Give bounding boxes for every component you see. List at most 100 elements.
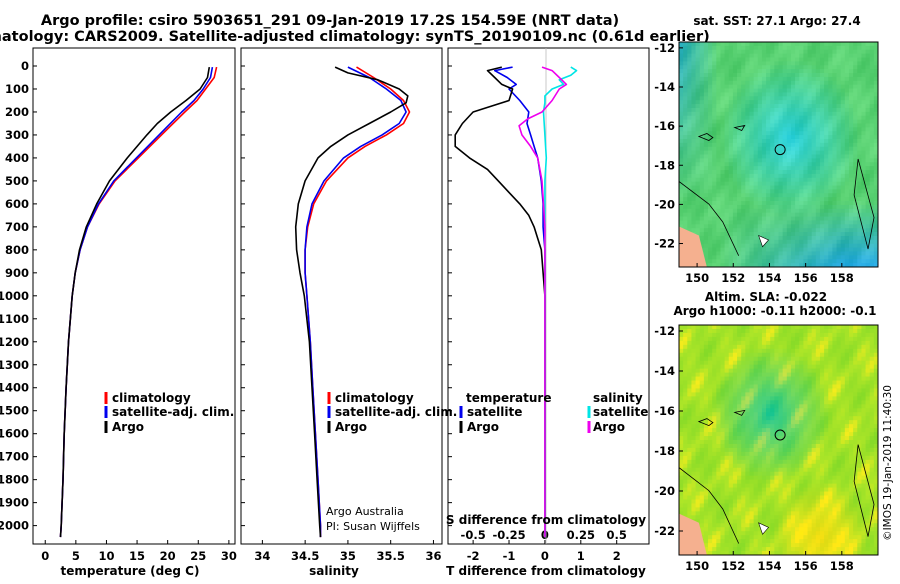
map-cell bbox=[845, 162, 850, 166]
map-cell bbox=[828, 120, 833, 124]
map-cell bbox=[853, 155, 858, 159]
map-cell bbox=[729, 357, 734, 361]
map-cell bbox=[812, 201, 817, 205]
map-cell bbox=[787, 365, 792, 369]
map-cell bbox=[720, 400, 725, 404]
map-cell bbox=[696, 158, 701, 162]
map-cell bbox=[783, 259, 788, 263]
map-cell bbox=[779, 201, 784, 205]
map-cell bbox=[866, 400, 871, 404]
map-cell bbox=[779, 456, 784, 460]
map-cell bbox=[866, 464, 871, 468]
map-cell bbox=[737, 373, 742, 377]
map-cell bbox=[857, 143, 862, 147]
map-cell bbox=[783, 365, 788, 369]
map-cell bbox=[691, 365, 696, 369]
map-cell bbox=[779, 251, 784, 255]
map-cell bbox=[787, 127, 792, 131]
map-cell bbox=[849, 392, 854, 396]
map-cell bbox=[791, 77, 796, 81]
map-cell bbox=[795, 65, 800, 69]
map-cell bbox=[691, 139, 696, 143]
map-cell bbox=[832, 396, 837, 400]
map-cell bbox=[841, 139, 846, 143]
map-cell bbox=[704, 251, 709, 255]
map-cell bbox=[729, 381, 734, 385]
map-cell bbox=[762, 186, 767, 190]
map-cell bbox=[808, 408, 813, 412]
map-cell bbox=[766, 143, 771, 147]
map-cell bbox=[845, 127, 850, 131]
map-cell bbox=[679, 58, 684, 62]
map-cell bbox=[787, 100, 792, 104]
map-cell bbox=[725, 448, 730, 452]
map-cell bbox=[758, 158, 763, 162]
map-cell bbox=[845, 213, 850, 217]
map-cell bbox=[783, 69, 788, 73]
map-cell bbox=[687, 325, 692, 329]
map-cell bbox=[762, 345, 767, 349]
map-cell bbox=[704, 337, 709, 341]
map-cell bbox=[820, 400, 825, 404]
map-cell bbox=[708, 472, 713, 476]
map-cell bbox=[774, 182, 779, 186]
map-cell bbox=[795, 147, 800, 151]
map-cell bbox=[779, 92, 784, 96]
map-cell bbox=[779, 174, 784, 178]
map-cell bbox=[745, 189, 750, 193]
map-cell bbox=[696, 432, 701, 436]
map-cell bbox=[770, 408, 775, 412]
map-cell bbox=[754, 384, 759, 388]
map-cell bbox=[853, 460, 858, 464]
map-cell bbox=[691, 404, 696, 408]
map-cell bbox=[866, 135, 871, 139]
map-cell bbox=[741, 420, 746, 424]
map-cell bbox=[870, 108, 875, 112]
map-cell bbox=[841, 228, 846, 232]
map-cell bbox=[837, 89, 842, 93]
map-cell bbox=[820, 329, 825, 333]
map-cell bbox=[795, 54, 800, 58]
map-cell bbox=[832, 193, 837, 197]
map-cell bbox=[812, 58, 817, 62]
map-cell bbox=[799, 416, 804, 420]
map-cell bbox=[691, 444, 696, 448]
map-cell bbox=[787, 381, 792, 385]
map-cell bbox=[737, 162, 742, 166]
map-cell bbox=[720, 77, 725, 81]
map-cell bbox=[857, 373, 862, 377]
map-cell bbox=[808, 377, 813, 381]
map-cell bbox=[712, 460, 717, 464]
map-cell bbox=[716, 170, 721, 174]
map-cell bbox=[762, 444, 767, 448]
map-cell bbox=[725, 444, 730, 448]
map-cell bbox=[857, 123, 862, 127]
map-cell bbox=[679, 412, 684, 416]
map-cell bbox=[749, 448, 754, 452]
map-cell bbox=[708, 50, 713, 54]
map-cell bbox=[737, 388, 742, 392]
map-cell bbox=[779, 96, 784, 100]
map-cell bbox=[820, 452, 825, 456]
map-cell bbox=[741, 81, 746, 85]
map-cell bbox=[845, 131, 850, 135]
map-cell bbox=[696, 127, 701, 131]
map-cell bbox=[832, 388, 837, 392]
map-cell bbox=[837, 251, 842, 255]
map-cell bbox=[816, 166, 821, 170]
map-cell bbox=[716, 139, 721, 143]
map-cell bbox=[696, 54, 701, 58]
map-cell bbox=[816, 104, 821, 108]
map-cell bbox=[837, 353, 842, 357]
map-cell bbox=[841, 193, 846, 197]
map-cell bbox=[783, 73, 788, 77]
map-cell bbox=[853, 96, 858, 100]
map-cell bbox=[700, 400, 705, 404]
map-cell bbox=[866, 147, 871, 151]
map-cell bbox=[787, 147, 792, 151]
map-cell bbox=[787, 197, 792, 201]
map-cell bbox=[857, 345, 862, 349]
map-cell bbox=[691, 456, 696, 460]
map-cell bbox=[720, 488, 725, 492]
map-cell bbox=[861, 89, 866, 93]
